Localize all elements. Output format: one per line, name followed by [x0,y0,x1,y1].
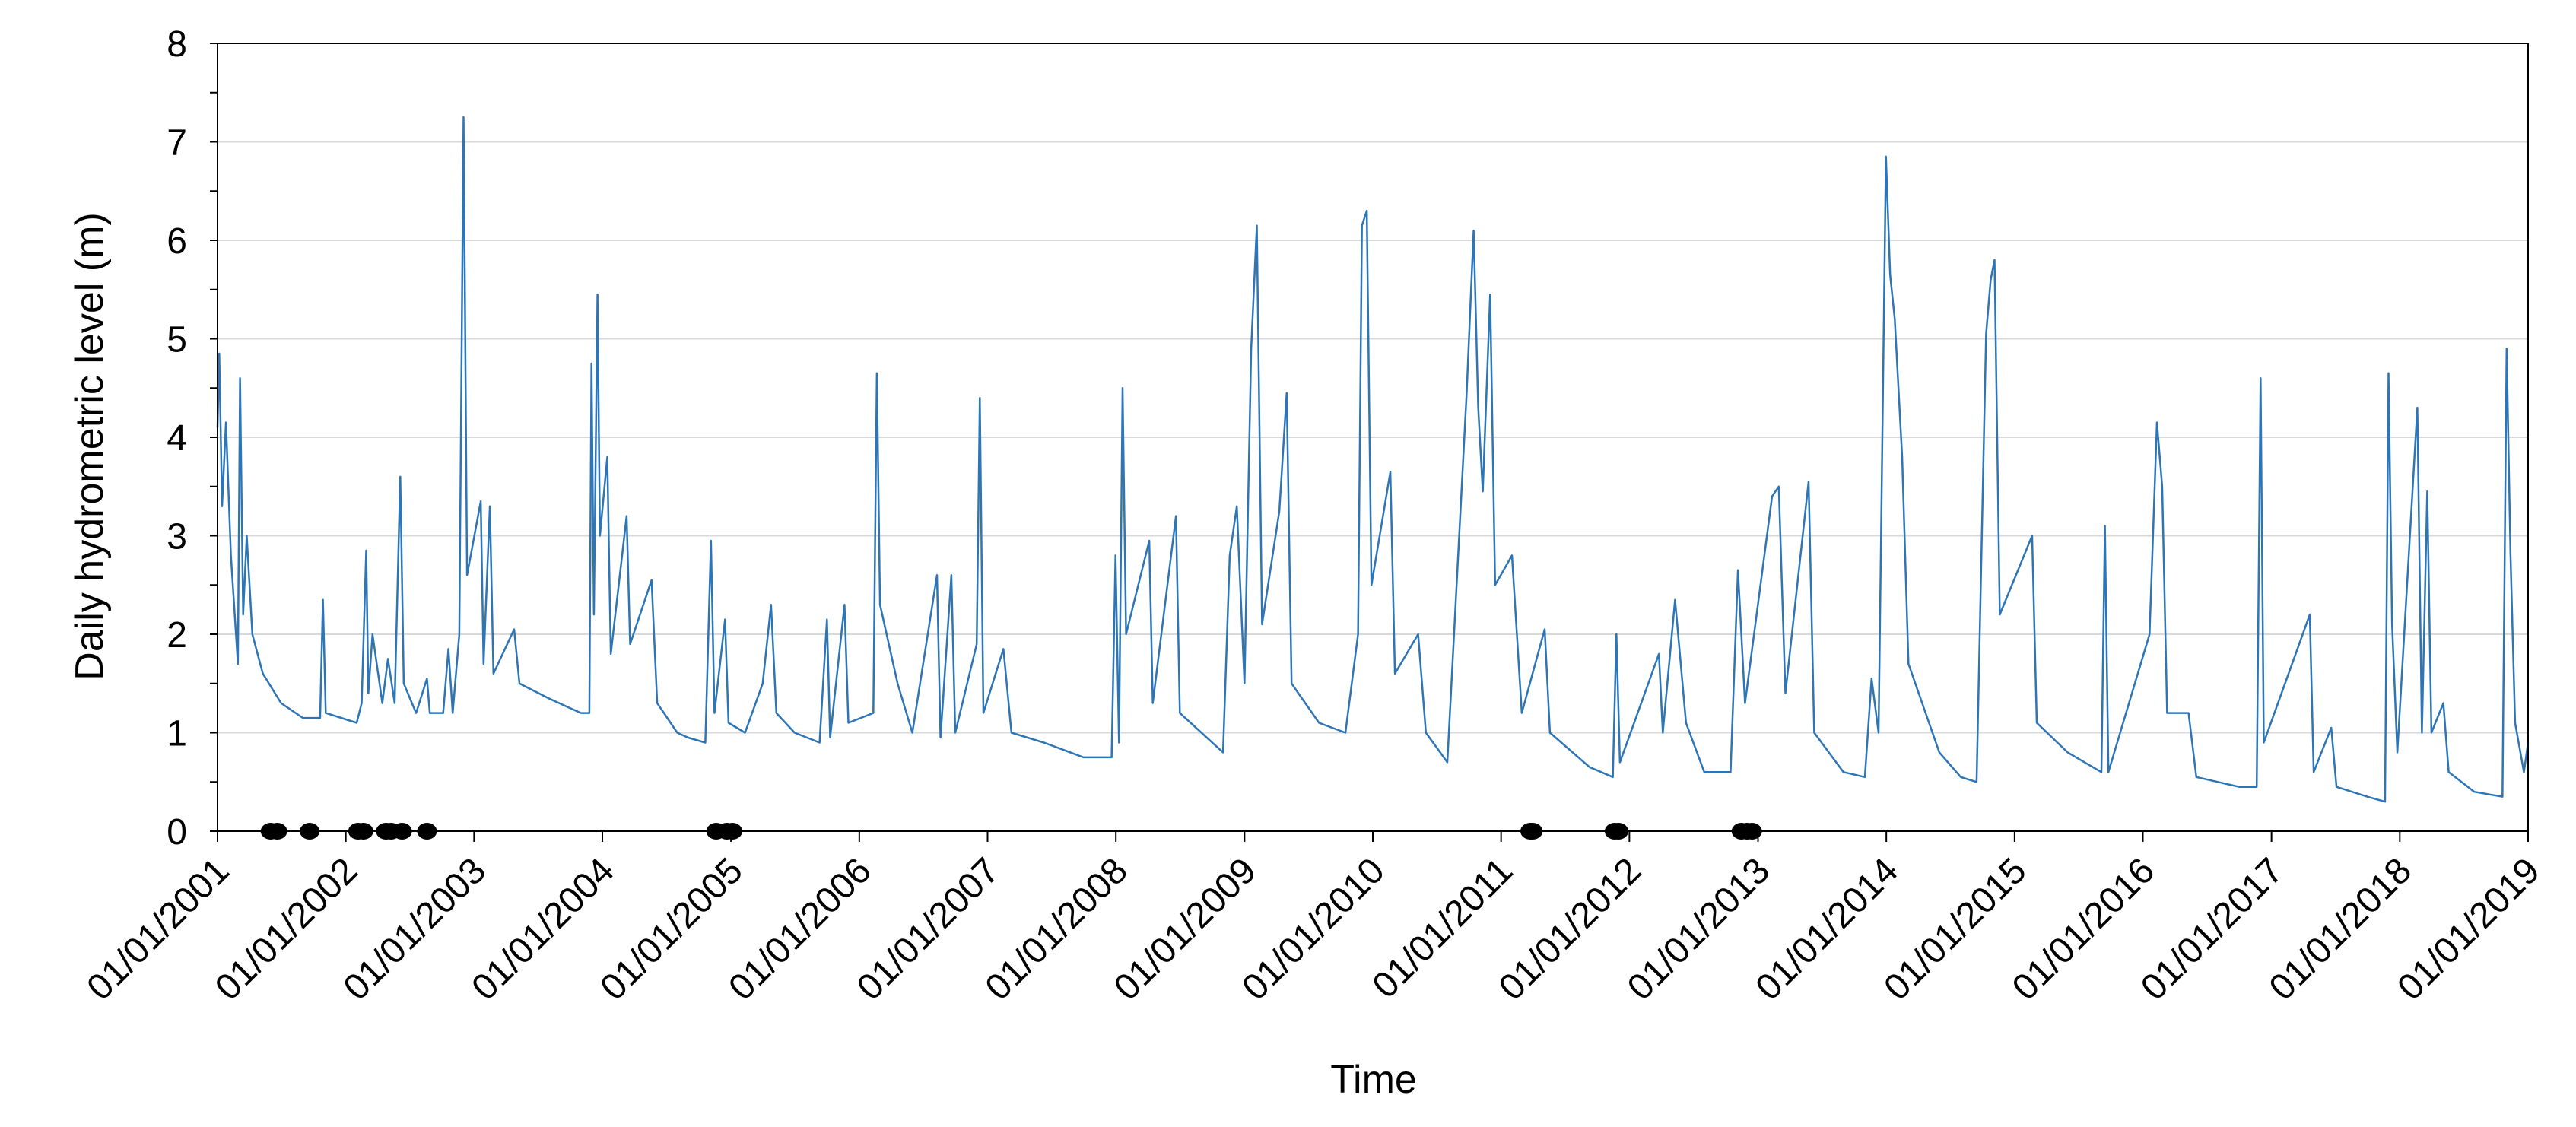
x-tick-labels: 01/01/200101/01/200201/01/200301/01/2004… [79,850,2547,1008]
y-tick-label: 3 [167,517,187,557]
y-axis-title: Daily hydrometric level (m) [68,212,112,680]
y-tick-label: 6 [167,221,187,262]
y-tick-label: 1 [167,714,187,754]
series-line [216,116,2530,803]
y-tick-label: 2 [167,615,187,656]
axes [210,43,2529,842]
grid-lines [218,43,2528,734]
y-tick-label: 0 [167,812,187,852]
y-tick-label: 8 [167,24,187,65]
y-tick-label: 7 [167,123,187,163]
y-tick-label: 4 [167,418,187,459]
event-markers [260,823,1762,840]
y-tick-label: 5 [167,320,187,360]
series-layer [216,116,2530,803]
x-axis-title: Time [1330,1058,1417,1102]
y-tick-labels: 0 1 2 3 4 5 6 7 8 [167,24,187,852]
